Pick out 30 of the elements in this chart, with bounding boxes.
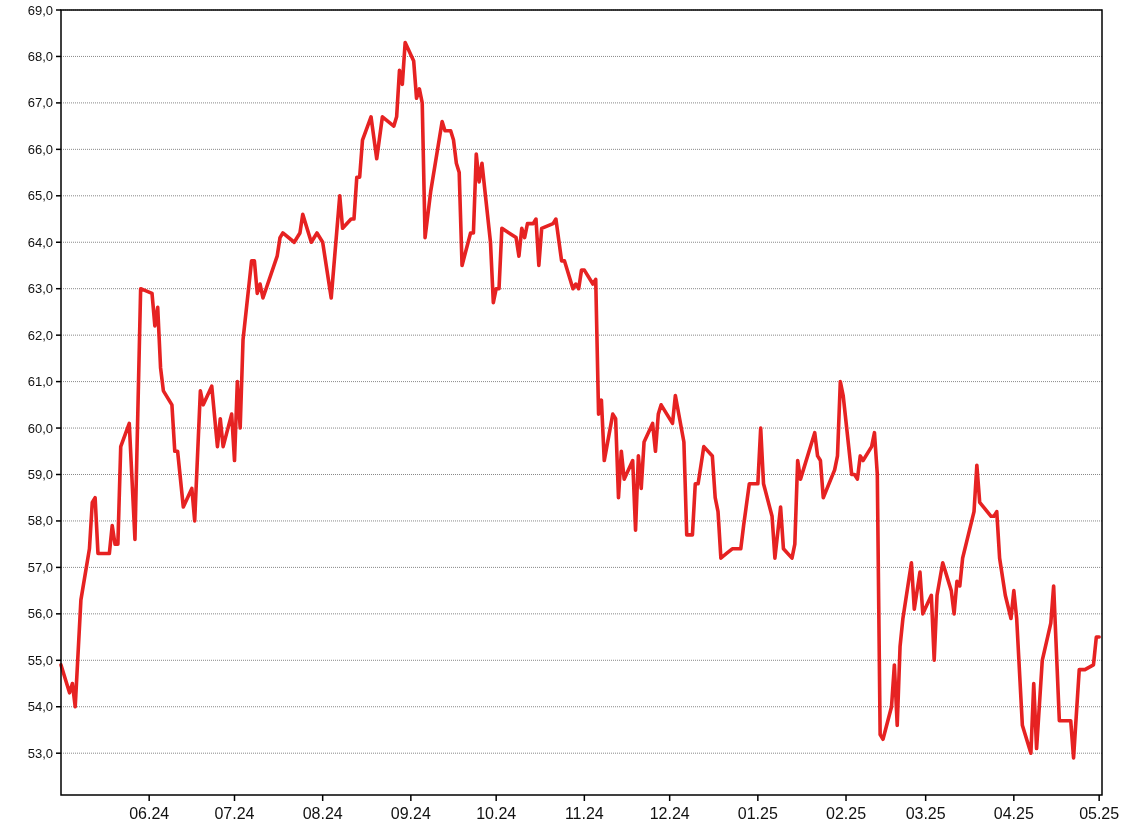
y-tick-label: 60,0 xyxy=(27,420,53,436)
y-tick-label: 67,0 xyxy=(27,95,53,111)
x-tick-label: 08.24 xyxy=(302,805,343,822)
y-tick-label: 63,0 xyxy=(27,281,53,297)
x-tick-label: 04.25 xyxy=(993,805,1034,822)
x-tick-label: 09.24 xyxy=(390,805,431,822)
x-tick-label: 12.24 xyxy=(649,805,690,822)
x-tick-label: 03.25 xyxy=(905,805,946,822)
y-tick-label: 53,0 xyxy=(27,745,53,761)
line-series xyxy=(59,40,1101,760)
y-tick-label: 66,0 xyxy=(27,141,53,157)
x-tick-label: 06.24 xyxy=(129,805,170,822)
y-tick-label: 61,0 xyxy=(27,374,53,390)
y-tick-label: 59,0 xyxy=(27,467,53,483)
y-tick-label: 57,0 xyxy=(27,559,53,575)
y-tick-label: 69,0 xyxy=(27,2,53,18)
x-tick-label: 01.25 xyxy=(737,805,778,822)
y-tick-label: 68,0 xyxy=(27,49,53,64)
x-tick-label: 07.24 xyxy=(214,805,255,822)
y-tick-label: 56,0 xyxy=(27,606,53,622)
y-tick-label: 55,0 xyxy=(27,652,53,668)
x-tick-label: 11.24 xyxy=(564,805,604,822)
y-tick-label: 62,0 xyxy=(27,327,53,343)
y-tick-label: 64,0 xyxy=(27,234,53,250)
x-tick-label: 05.25 xyxy=(1079,805,1120,822)
x-tick-label: 10.24 xyxy=(476,805,517,822)
y-tick-label: 65,0 xyxy=(27,188,53,204)
x-tick-label: 02.25 xyxy=(825,805,867,822)
y-tick-label: 58,0 xyxy=(27,513,53,529)
y-tick-label: 54,0 xyxy=(27,699,53,715)
